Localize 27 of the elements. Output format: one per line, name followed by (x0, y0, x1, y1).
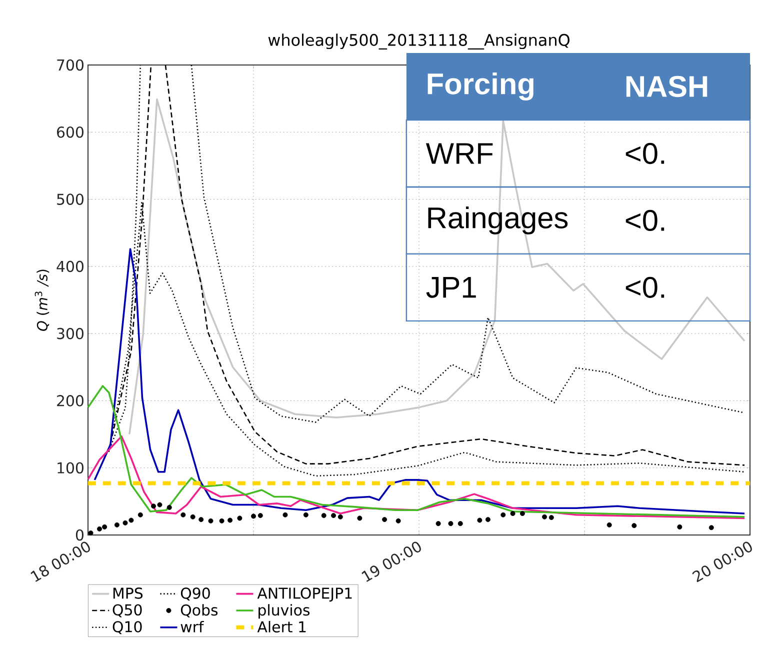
legend-label: MPS (113, 588, 143, 599)
annotation: <0. (626, 276, 664, 298)
y-axis-title: Q (m$^{3}$ /s) (34, 270, 50, 331)
y-tick-label: 200 (57, 395, 84, 406)
chart-title: wholeagly500_20131118__AnsignanQ (268, 34, 570, 50)
annotation: NASH (626, 76, 708, 98)
legend-label: Alert 1 (257, 620, 306, 633)
legend-label: Q90 (180, 588, 210, 601)
y-tick-label: 500 (57, 194, 84, 205)
legend-label: Q50 (112, 604, 142, 618)
annotation: Forcing (428, 72, 534, 100)
y-tick-label: 100 (58, 462, 84, 474)
annotation: WRF (426, 143, 493, 164)
y-tick-label: 0 (76, 529, 84, 541)
y-tick-label: 700 (57, 59, 84, 71)
annotation: JP1 (426, 277, 476, 298)
legend-label: pluvios (258, 604, 310, 619)
annotation: <0. (626, 142, 664, 164)
y-tick-label: 400 (56, 260, 84, 272)
y-tick-label: 300 (57, 328, 84, 340)
y-tick-label: 600 (57, 126, 84, 138)
legend-label: wrf (180, 620, 204, 632)
annotation: Raingages (428, 206, 568, 234)
annotation: <0. (626, 210, 664, 232)
legend-label: Q10 (112, 621, 142, 634)
legend-label: ANTILOPEJP1 (257, 588, 352, 602)
legend-label: Qobs (180, 604, 218, 618)
